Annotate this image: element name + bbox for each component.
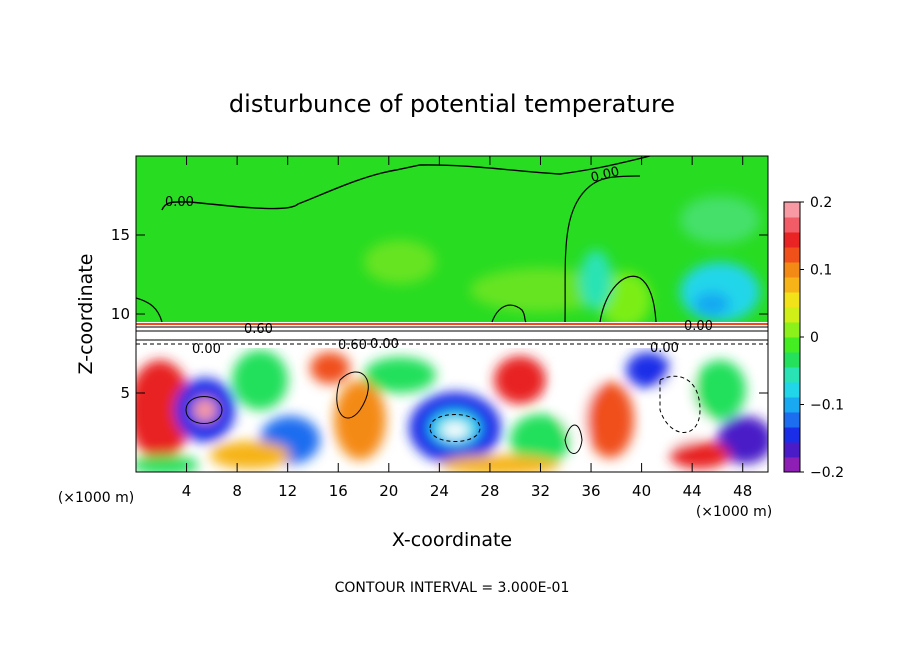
upper-field [136,156,768,332]
colorbar-swatch [784,337,800,353]
x-tick-label: 36 [581,482,600,500]
colorbar-swatch [784,367,800,383]
contour-label: 0.00 [370,337,399,352]
colorbar-swatch [784,397,800,413]
plot-area [136,156,768,472]
contour-label: 0.00 [165,195,194,210]
colorbar-tick-label: −0.2 [810,465,844,481]
contour-label: 0.60 [244,322,273,337]
colorbar-swatch [784,322,800,338]
colorbar-swatch [784,202,800,218]
y-tick-label: 15 [111,226,130,244]
x-axis-unit-right: (×1000 m) [696,504,772,520]
chart-title: disturbunce of potential temperature [229,90,675,118]
zero-contour [491,304,527,323]
colorbar-tick-label: −0.1 [810,398,844,414]
x-tick-label: 28 [480,482,499,500]
colorbar-swatch [784,307,800,323]
contour-label: 0.00 [684,319,713,334]
colorbar-swatch [784,382,800,398]
colorbar-swatch [784,442,800,458]
x-tick-label: 32 [531,482,550,500]
x-tick-label: 48 [733,482,752,500]
colorbar-ticks: 0.2 0.1 0 −0.1 −0.2 [800,195,844,481]
contour-label: 0.60 [338,338,367,353]
y-tick-label: 10 [111,305,130,323]
colorbar [784,202,800,473]
lower-contour [429,414,481,442]
zero-contour [599,275,657,323]
x-axis-ticks: 4 8 12 16 20 24 28 32 36 40 44 48 [182,156,752,500]
colorbar-swatch [784,292,800,308]
y-axis-label: Z-coordinate [75,254,97,375]
colorbar-tick-label: 0.1 [810,263,832,279]
colorbar-swatch [784,262,800,278]
contour-label: 0.00 [650,341,679,356]
lower-contour [564,424,583,454]
x-tick-label: 44 [683,482,702,500]
colorbar-tick-label: 0 [810,330,819,346]
x-tick-label: 40 [632,482,651,500]
contour-labels: 0.00 0.00 0.60 0.60 0.00 0.00 0.00 0.00 [165,164,713,357]
contour-label: 0.00 [192,342,221,357]
colorbar-swatch [784,217,800,233]
colorbar-swatch [784,427,800,443]
x-tick-label: 12 [278,482,297,500]
colorbar-swatch [784,232,800,248]
x-tick-label: 20 [379,482,398,500]
colorbar-tick-label: 0.2 [810,195,832,211]
x-axis-unit: (×1000 m) [58,490,134,506]
lower-field [136,348,768,472]
zero-contour [136,297,163,323]
x-tick-label: 16 [329,482,348,500]
contour-interval: CONTOUR INTERVAL = 3.000E-01 [335,580,570,596]
zero-contour [564,175,641,323]
lower-contour [336,371,369,419]
contour-label: 0.00 [589,164,621,186]
y-tick-label: 5 [120,384,130,402]
upper-field-blobs [364,196,760,328]
lower-contour [185,396,223,424]
x-tick-label: 8 [232,482,242,500]
y-axis-ticks: 5 10 15 [111,226,768,402]
colorbar-swatch [784,352,800,368]
colorbar-swatch [784,247,800,263]
x-axis-label: X-coordinate [392,529,512,551]
colorbar-swatch [784,412,800,428]
x-tick-label: 4 [182,482,192,500]
colorbar-swatch [784,277,800,293]
colorbar-swatch [784,457,800,473]
zero-contour [161,156,651,211]
x-tick-label: 24 [430,482,449,500]
